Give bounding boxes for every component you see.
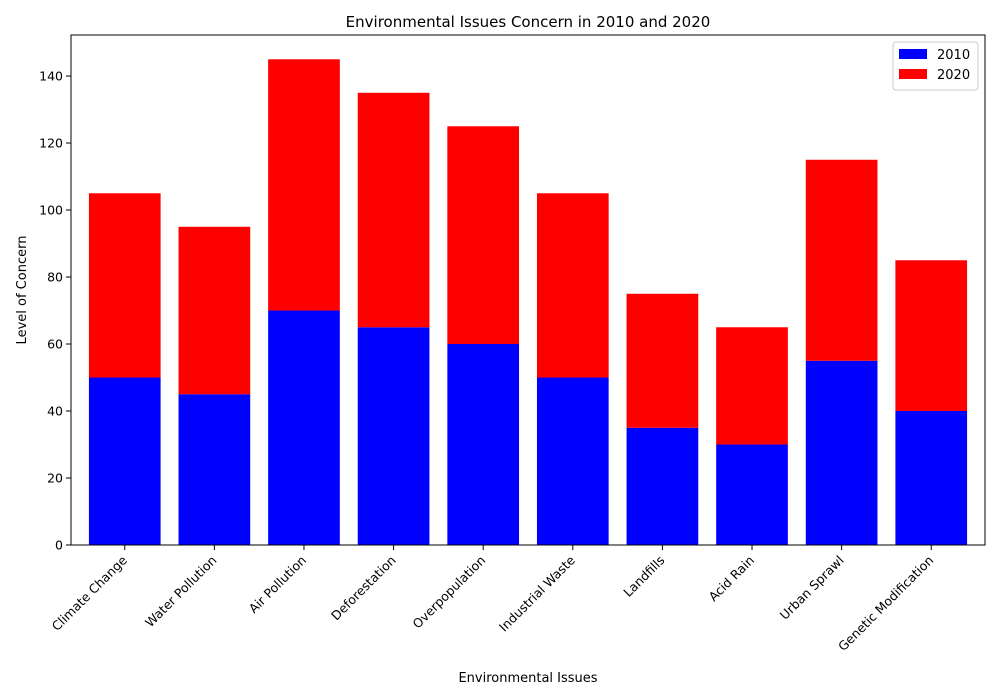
bar-2010-deforestation (357, 327, 430, 545)
y-tick-label: 0 (55, 538, 63, 553)
x-tick-label: Climate Change (49, 552, 130, 633)
bar-2020-genetic-modification (895, 260, 968, 412)
legend-swatch-2010 (899, 49, 927, 59)
bar-2010-acid-rain (716, 444, 788, 545)
y-axis-ticks: 0 20 40 60 80 100 120 140 (39, 69, 71, 553)
bar-2010-genetic-modification (895, 411, 968, 545)
y-tick-label: 120 (39, 136, 63, 151)
x-tick-label: Acid Rain (705, 553, 757, 605)
y-tick-label: 100 (39, 203, 63, 218)
bar-2020-landfills (626, 293, 699, 428)
y-tick-label: 20 (47, 471, 63, 486)
bar-2020-air-pollution (268, 59, 340, 311)
legend-label-2020: 2020 (937, 68, 970, 83)
y-tick-label: 60 (47, 337, 63, 352)
y-axis-label: Level of Concern (15, 236, 30, 345)
chart-title: Environmental Issues Concern in 2010 and… (346, 13, 711, 31)
x-tick-label: Landfills (620, 553, 667, 600)
y-tick-label: 40 (47, 404, 63, 419)
x-tick-label: Water Pollution (142, 553, 219, 630)
legend-label-2010: 2010 (937, 48, 970, 63)
bar-2010-landfills (626, 427, 699, 545)
bar-2020-acid-rain (716, 327, 788, 445)
x-tick-label: Industrial Waste (496, 552, 578, 634)
bar-2020-overpopulation (447, 126, 520, 345)
bar-2020-water-pollution (178, 226, 251, 395)
x-axis-label: Environmental Issues (458, 671, 597, 686)
bar-2010-water-pollution (178, 394, 251, 545)
bar-2010-industrial-waste (536, 377, 609, 545)
y-tick-label: 80 (47, 270, 63, 285)
x-tick-label: Genetic Modification (835, 553, 936, 654)
bar-2020-industrial-waste (536, 193, 609, 378)
x-tick-label: Deforestation (328, 553, 399, 624)
x-tick-label: Overpopulation (409, 553, 488, 632)
bar-2010-urban-sprawl (805, 360, 878, 545)
x-axis-ticks: Climate Change Water Pollution Air Polluti… (49, 545, 936, 654)
bar-2010-overpopulation (447, 344, 520, 545)
x-tick-label: Air Pollution (246, 553, 309, 616)
bars-group (88, 59, 968, 545)
bar-2010-climate-change (88, 377, 161, 545)
legend-swatch-2020 (899, 69, 927, 79)
bar-2020-urban-sprawl (805, 159, 878, 361)
legend: 2010 2020 (892, 41, 979, 91)
bar-2020-deforestation (357, 92, 430, 328)
y-tick-label: 140 (39, 69, 63, 84)
plot-frame (70, 34, 986, 546)
bar-2010-air-pollution (268, 310, 340, 545)
x-tick-label: Urban Sprawl (777, 553, 847, 623)
bar-2020-climate-change (88, 193, 161, 378)
